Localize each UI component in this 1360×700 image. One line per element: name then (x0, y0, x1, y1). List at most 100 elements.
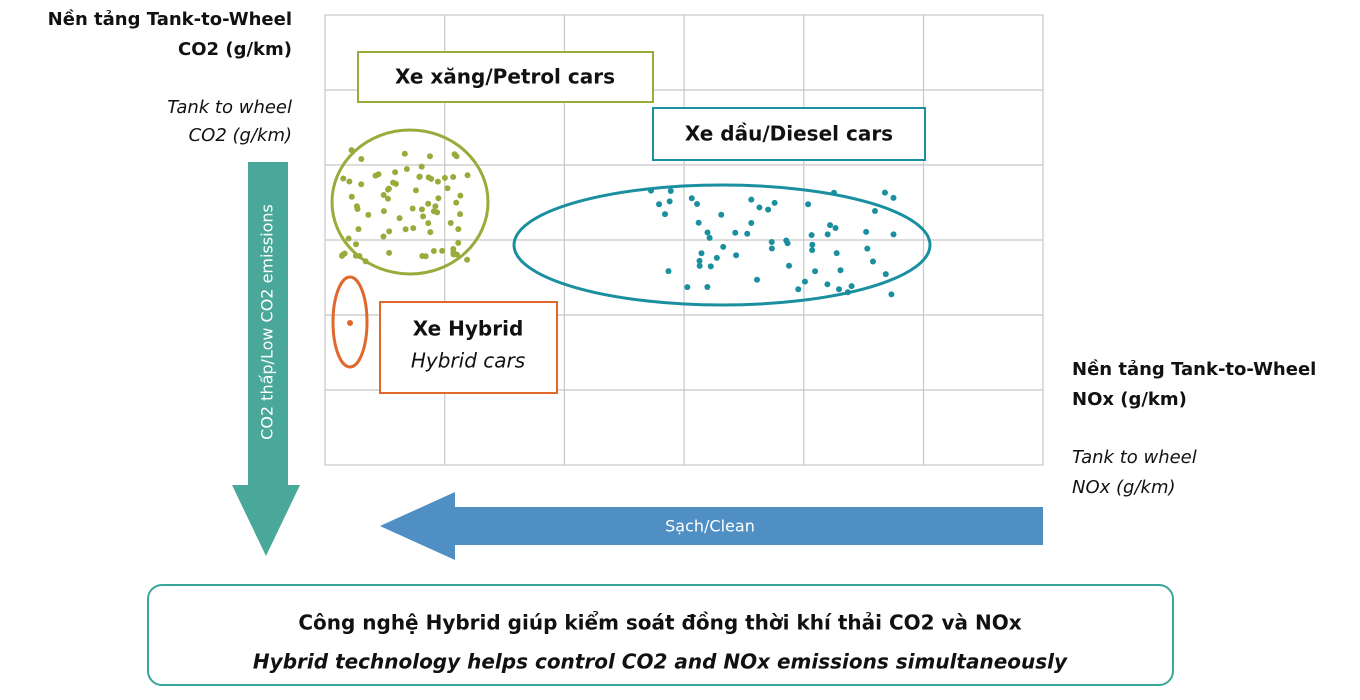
diesel-dot (648, 187, 655, 194)
diesel-dot (698, 250, 705, 257)
petrol-dot (385, 186, 392, 193)
petrol-dot (390, 179, 397, 186)
diesel-dot (848, 283, 855, 290)
diesel-dot (805, 201, 812, 208)
diesel-dot (768, 238, 775, 245)
petrol-dot (434, 178, 441, 185)
petrol-box (357, 51, 654, 103)
diesel-dot (707, 263, 714, 270)
diesel-dot (667, 187, 674, 194)
petrol-dot (441, 174, 448, 181)
x-axis-label: Nền tảng Tank-to-Wheel (1072, 359, 1316, 380)
petrol-dot (392, 169, 399, 176)
diesel-dot (809, 247, 816, 254)
petrol-dot (341, 250, 348, 257)
petrol-dot (396, 215, 403, 222)
diesel-dot (864, 245, 871, 252)
petrol-dot (455, 239, 462, 246)
diesel-dot (684, 284, 691, 291)
diesel-dot (733, 252, 740, 259)
petrol-dot (384, 195, 391, 202)
petrol-dot (403, 166, 410, 173)
diesel-dot (812, 268, 819, 275)
petrol-dot (464, 172, 471, 179)
diesel-dot (748, 196, 755, 203)
diesel-dot (881, 189, 888, 196)
diesel-dot (756, 204, 763, 211)
petrol-dot (352, 252, 359, 259)
diesel-dot (888, 291, 895, 298)
petrol-dot (346, 178, 353, 185)
petrol-dot (386, 228, 393, 235)
y-axis-label-en: Tank to wheel (167, 97, 292, 118)
diesel-dot (732, 229, 739, 236)
down-arrow (232, 162, 300, 556)
diesel-dot (890, 194, 897, 201)
diesel-dot (832, 225, 839, 232)
diesel-dot (768, 245, 775, 252)
x-axis-label-en: Tank to wheel (1072, 447, 1197, 468)
petrol-dot (345, 235, 352, 242)
diesel-dot (696, 262, 703, 269)
petrol-dot (427, 229, 434, 236)
diesel-ellipse (512, 183, 932, 307)
diesel-dot (656, 201, 663, 208)
hybrid-dot (347, 320, 353, 326)
diesel-dot (869, 258, 876, 265)
petrol-dot (358, 155, 365, 162)
diesel-dot (871, 207, 878, 214)
petrol-dot (419, 253, 426, 260)
y-axis-label: CO2 (g/km) (178, 39, 292, 60)
petrol-dot (432, 203, 439, 210)
petrol-dot (451, 151, 458, 158)
diesel-dot (748, 220, 755, 227)
petrol-dot (464, 256, 471, 263)
petrol-dot (412, 187, 419, 194)
left-arrow-label: Sạch/Clean (665, 517, 755, 536)
diesel-dot (795, 286, 802, 293)
diesel-dot (827, 222, 834, 229)
left-arrow (380, 492, 1043, 560)
dots (339, 147, 897, 298)
petrol-dot (402, 226, 409, 233)
petrol-dot (439, 247, 446, 254)
footer-title: Công nghệ Hybrid giúp kiểm soát đồng thờ… (298, 611, 1021, 635)
diesel-dot (837, 267, 844, 274)
diesel-dot (704, 229, 711, 236)
diesel-dot (835, 286, 842, 293)
petrol-dot (457, 192, 464, 199)
diesel-dot (706, 234, 713, 241)
diesel-dot (665, 268, 672, 275)
diesel-dot (695, 219, 702, 226)
footer-subtitle: Hybrid technology helps control CO2 and … (253, 650, 1068, 674)
diesel-dot (863, 228, 870, 235)
petrol-dot (425, 200, 432, 207)
petrol-dot (352, 241, 359, 248)
petrol-dot (340, 175, 347, 182)
diesel-dot (661, 211, 668, 218)
diesel-box (652, 107, 926, 161)
diesel-dot (824, 281, 831, 288)
petrol-dot (444, 185, 451, 192)
down-arrow-label: CO2 thấp/Low CO2 emissions (258, 204, 277, 440)
petrol-dot (450, 174, 457, 181)
diesel-dot (713, 254, 720, 261)
petrol-dot (401, 150, 408, 157)
diesel-dot (830, 189, 837, 196)
petrol-dot (386, 249, 393, 256)
diesel-dot (890, 231, 897, 238)
diesel-dot (808, 232, 815, 239)
petrol-dot (457, 211, 464, 218)
diesel-dot (720, 243, 727, 250)
diesel-dot (771, 199, 778, 206)
petrol-dot (420, 213, 427, 220)
petrol-dot (450, 246, 457, 253)
diesel-dot (882, 271, 889, 278)
diesel-dot (704, 284, 711, 291)
diesel-label: Xe dầu/Diesel cars (685, 122, 893, 146)
diesel-dot (809, 241, 816, 248)
diesel-dot (694, 201, 701, 208)
petrol-dot (380, 208, 387, 215)
petrol-label: Xe xăng/Petrol cars (395, 65, 615, 89)
petrol-dot (358, 181, 365, 188)
